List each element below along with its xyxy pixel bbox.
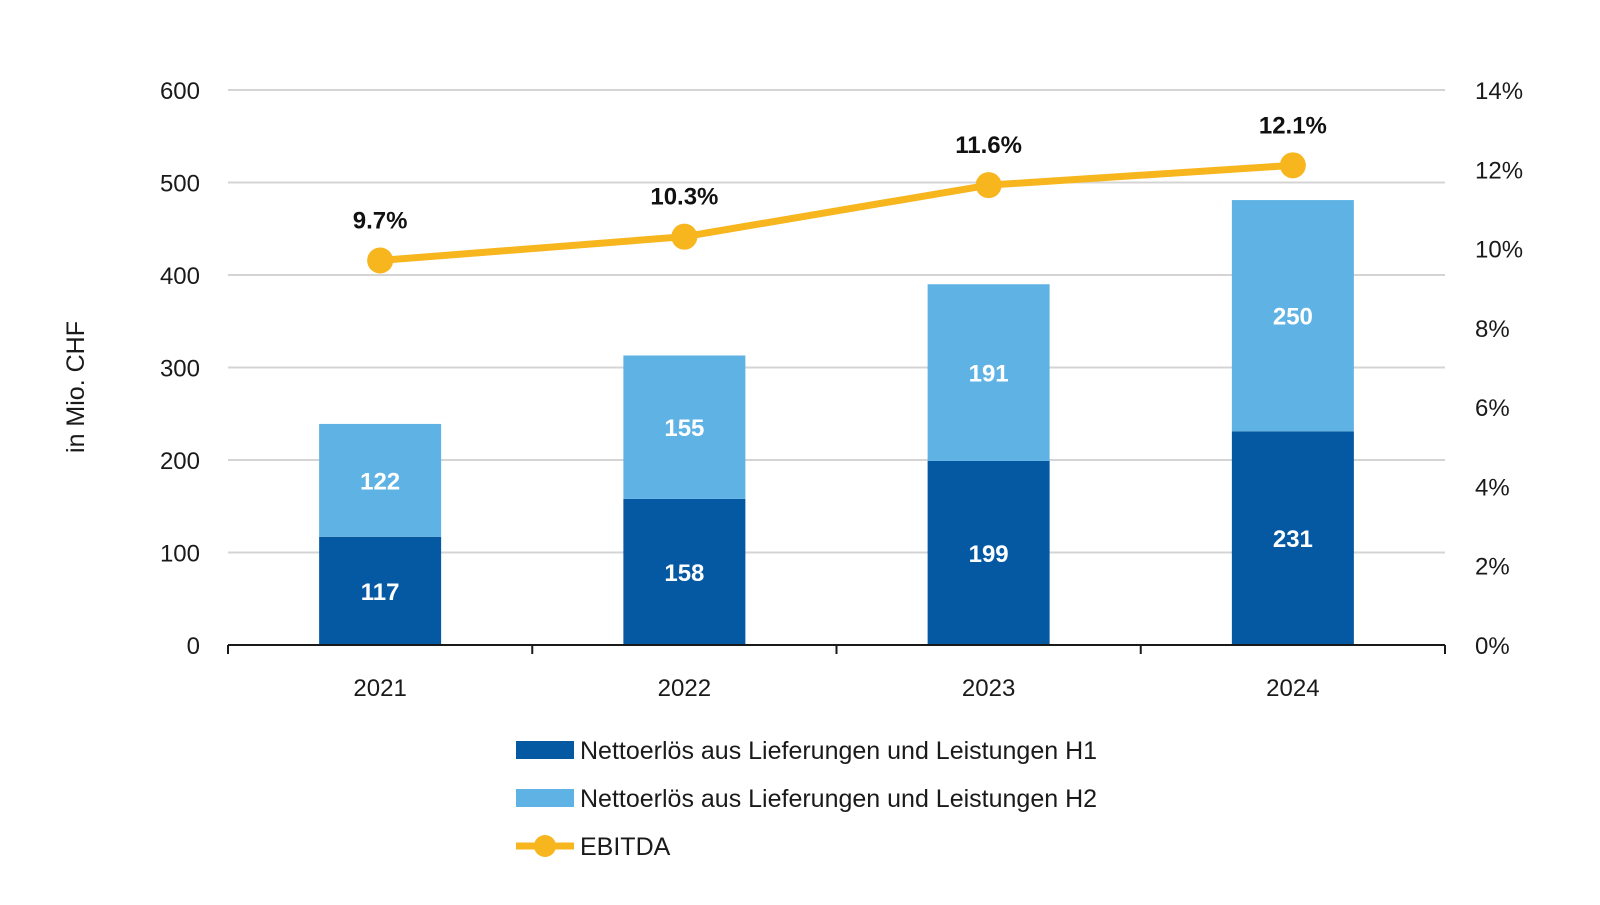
x-tick-label: 2024: [1266, 675, 1319, 702]
ebitda-point: [1279, 152, 1306, 179]
y-tick-label: 300: [160, 356, 200, 383]
ebitda-value-label: 10.3%: [650, 184, 718, 211]
ebitda-line-group: [367, 152, 1306, 274]
legend-label: Nettoerlös aus Lieferungen und Leistunge…: [580, 785, 1097, 813]
bar-value-label: 117: [361, 579, 400, 606]
y2-tick-label: 2%: [1475, 554, 1510, 581]
y-tick-label: 600: [160, 78, 200, 105]
y2-tick-label: 12%: [1475, 157, 1523, 184]
ebitda-line: [379, 161, 1294, 264]
x-tick-label: 2023: [962, 675, 1015, 702]
bar-value-label: 122: [360, 468, 400, 495]
bar-value-label: 250: [1273, 304, 1313, 331]
y2-tick-label: 4%: [1475, 474, 1510, 501]
bar-h1-2021: [319, 536, 442, 645]
ebitda-value-label: 9.7%: [353, 207, 408, 234]
bar-value-label: 155: [664, 415, 704, 442]
legend: Nettoerlös aus Lieferungen und Leistunge…: [516, 737, 1097, 861]
y-tick-label: 400: [160, 263, 200, 290]
y-tick-label: 500: [160, 171, 200, 198]
y-tick-label: 200: [160, 448, 200, 475]
y-tick-label: 0: [187, 633, 200, 660]
bar-value-label: 231: [1273, 526, 1313, 553]
legend-swatch-marker: [534, 835, 556, 857]
bar-value-label: 191: [969, 361, 1009, 388]
bar-h1-2022: [623, 498, 746, 645]
legend-label: EBITDA: [580, 833, 671, 861]
ebitda-point: [671, 223, 698, 250]
bar-h1-2023: [927, 460, 1050, 645]
bars: [319, 200, 1354, 645]
data-labels: 117 122 158 155 199 191 231 250 9.7% 10.3% 11.6% 12…: [353, 112, 1327, 606]
y2-tick-label: 6%: [1475, 395, 1510, 422]
x-tick-label: 2021: [353, 675, 406, 702]
y2-tick-label: 14%: [1475, 78, 1523, 105]
bar-h1-2024: [1231, 431, 1354, 645]
ebitda-value-label: 12.1%: [1259, 112, 1327, 139]
y-tick-label: 100: [160, 541, 200, 568]
ebitda-point: [975, 172, 1002, 199]
axes: 0 100 200 300 400 500 600 0% 2% 4% 6% 8% 10% 12% 14% 20…: [160, 78, 1523, 702]
ebitda-point: [367, 247, 394, 274]
bar-value-label: 199: [969, 541, 1009, 568]
bar-value-label: 158: [664, 560, 704, 587]
y-axis-title: in Mio. CHF: [62, 321, 90, 453]
bar-h2-2021: [319, 423, 442, 537]
ebitda-value-label: 11.6%: [955, 132, 1022, 159]
legend-swatch: [516, 741, 574, 759]
y2-tick-label: 8%: [1475, 316, 1510, 343]
legend-label: Nettoerlös aus Lieferungen und Leistunge…: [580, 737, 1097, 765]
bar-h2-2023: [927, 284, 1050, 461]
y2-tick-label: 10%: [1475, 237, 1523, 264]
x-tick-label: 2022: [658, 675, 711, 702]
bar-h2-2022: [623, 355, 746, 499]
bar-h2-2024: [1231, 200, 1354, 432]
legend-swatch: [516, 789, 574, 807]
y2-tick-label: 0%: [1475, 633, 1510, 660]
